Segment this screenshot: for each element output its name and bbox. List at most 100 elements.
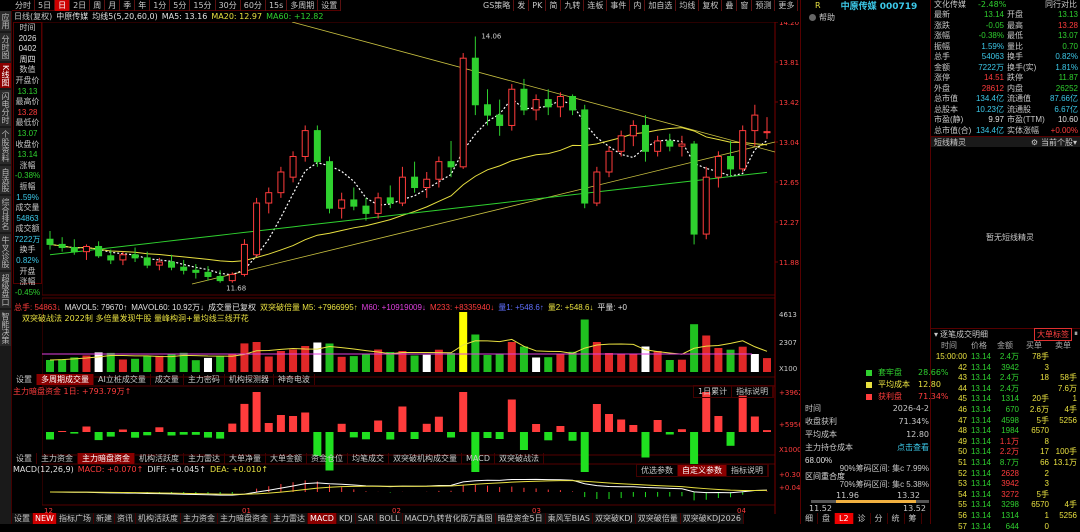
tool-13[interactable]: 预测 bbox=[752, 0, 775, 11]
chevron-down-icon[interactable]: ▾ bbox=[1073, 138, 1077, 147]
volume-tab[interactable]: 神奇电波 bbox=[274, 374, 315, 385]
pause-icon[interactable]: ⏸ bbox=[1074, 329, 1078, 339]
tool-11[interactable]: 叠 bbox=[722, 0, 737, 11]
candle[interactable] bbox=[181, 267, 187, 270]
candle[interactable] bbox=[217, 276, 223, 280]
period-3[interactable]: 2日 bbox=[70, 0, 90, 11]
candle[interactable] bbox=[205, 272, 211, 276]
candle[interactable] bbox=[375, 198, 381, 214]
tool-3[interactable]: 简 bbox=[546, 0, 561, 11]
chip-tab[interactable]: 分 bbox=[871, 513, 888, 524]
candle[interactable] bbox=[193, 270, 199, 272]
indicator-tab[interactable]: MACD bbox=[308, 513, 337, 524]
volume-tab[interactable]: 设置 bbox=[12, 374, 37, 385]
candle[interactable] bbox=[241, 244, 247, 274]
candle[interactable] bbox=[521, 89, 527, 110]
new-badge[interactable]: NEW bbox=[33, 513, 57, 524]
indicator-tab[interactable]: 主力资金 bbox=[181, 513, 218, 524]
fund-tab[interactable]: 主力暗盘资金 bbox=[78, 453, 135, 464]
period-14[interactable]: 多周期 bbox=[287, 0, 318, 11]
candle[interactable] bbox=[83, 246, 89, 251]
indicator-tab[interactable]: 设置 bbox=[12, 513, 33, 524]
period-5[interactable]: 月 bbox=[105, 0, 120, 11]
tool-4[interactable]: 九转 bbox=[561, 0, 584, 11]
sidebar-item-8[interactable]: 超级盘口 bbox=[0, 272, 11, 308]
tool-12[interactable]: 窗 bbox=[737, 0, 752, 11]
candle[interactable] bbox=[703, 177, 709, 234]
indicator-tab[interactable]: 机构活跃度 bbox=[136, 513, 181, 524]
indicator-tab[interactable]: 双突破KDJ2026 bbox=[681, 513, 744, 524]
indicator-tab[interactable]: 主力雷达 bbox=[271, 513, 308, 524]
sidebar-item-5[interactable]: 自选股 bbox=[0, 166, 11, 194]
candle[interactable] bbox=[497, 115, 503, 125]
candle[interactable] bbox=[618, 136, 624, 152]
fund-tab[interactable]: 资金仓位 bbox=[307, 453, 348, 464]
tool-8[interactable]: 加自选 bbox=[645, 0, 676, 11]
indicator-tab[interactable]: 指标广场 bbox=[57, 513, 94, 524]
tool-7[interactable]: 内 bbox=[630, 0, 645, 11]
candle[interactable] bbox=[533, 100, 539, 110]
candle[interactable] bbox=[96, 246, 102, 255]
candle[interactable] bbox=[254, 203, 260, 255]
period-9[interactable]: 5分 bbox=[170, 0, 190, 11]
sidebar-item-7[interactable]: 牛叉诊股 bbox=[0, 234, 11, 270]
chip-tab[interactable]: 筹 bbox=[905, 513, 922, 524]
period-11[interactable]: 30分 bbox=[216, 0, 241, 11]
indicator-tab[interactable]: 新建 bbox=[94, 513, 115, 524]
period-8[interactable]: 1分 bbox=[150, 0, 170, 11]
candle[interactable] bbox=[448, 162, 454, 167]
fund-explain-button[interactable]: 指标说明 bbox=[732, 386, 773, 397]
indicator-tab[interactable]: 主力暗盘资金 bbox=[218, 513, 271, 524]
indicator-tab[interactable]: 暗盘资金5日 bbox=[496, 513, 546, 524]
candle[interactable] bbox=[144, 258, 150, 265]
indicator-tab[interactable]: KDJ bbox=[337, 513, 356, 524]
current-stock-select[interactable]: 当前个股 bbox=[1041, 137, 1073, 148]
candle[interactable] bbox=[752, 115, 758, 131]
indicator-tab[interactable]: 乘风军BIAS bbox=[546, 513, 593, 524]
ma-def[interactable]: 均线5(5,20,60,0) bbox=[92, 11, 158, 22]
sidebar-item-9[interactable]: 智能决策 bbox=[0, 310, 11, 346]
period-4[interactable]: 周 bbox=[90, 0, 105, 11]
candle[interactable] bbox=[667, 141, 673, 146]
fund-tab[interactable]: 机构活跃度 bbox=[135, 453, 184, 464]
indicator-tab[interactable]: BOLL bbox=[377, 513, 403, 524]
period-10[interactable]: 15分 bbox=[190, 0, 215, 11]
candle[interactable] bbox=[472, 58, 478, 105]
indicator-tab[interactable]: 资讯 bbox=[115, 513, 136, 524]
candle[interactable] bbox=[630, 125, 636, 135]
chip-tab[interactable]: 诊 bbox=[854, 513, 871, 524]
period-12[interactable]: 60分 bbox=[241, 0, 266, 11]
chevron-down-icon[interactable]: ▾ bbox=[934, 330, 938, 339]
macd-button[interactable]: 自定义参数 bbox=[678, 465, 727, 476]
tool-1[interactable]: 发 bbox=[514, 0, 529, 11]
candle[interactable] bbox=[740, 131, 746, 169]
indicator-tab[interactable]: 双突破KDJ bbox=[593, 513, 636, 524]
candle[interactable] bbox=[363, 206, 369, 213]
chip-row-value[interactable]: 点击查看 bbox=[897, 441, 929, 454]
big-order-button[interactable]: 大单标签 bbox=[1034, 328, 1072, 341]
candle[interactable] bbox=[412, 177, 418, 187]
volume-tab[interactable]: 成交量 bbox=[151, 374, 184, 385]
fund-tab[interactable]: 大单净量 bbox=[225, 453, 266, 464]
candle[interactable] bbox=[120, 255, 126, 260]
period-15[interactable]: 设置 bbox=[318, 0, 341, 11]
candle[interactable] bbox=[351, 200, 357, 206]
compare-button[interactable]: 同行对比 bbox=[1045, 0, 1077, 10]
fund-tab[interactable]: 均笔成交 bbox=[348, 453, 389, 464]
candle[interactable] bbox=[728, 156, 734, 168]
candle[interactable] bbox=[582, 110, 588, 203]
tool-10[interactable]: 复权 bbox=[699, 0, 722, 11]
chip-tab[interactable]: 统 bbox=[888, 513, 905, 524]
candle[interactable] bbox=[108, 256, 114, 260]
candle[interactable] bbox=[399, 177, 405, 203]
fund-tab[interactable]: MACD bbox=[462, 453, 495, 464]
candle[interactable] bbox=[655, 141, 661, 151]
sidebar-item-3[interactable]: 闪电分时 bbox=[0, 90, 11, 126]
period-13[interactable]: 15s bbox=[266, 0, 287, 11]
period-2[interactable]: 日 bbox=[55, 0, 70, 11]
indicator-tab[interactable]: 双突破倍量 bbox=[636, 513, 681, 524]
candle[interactable] bbox=[509, 89, 515, 125]
fund-tab[interactable]: 双突破机构成交量 bbox=[389, 453, 462, 464]
candle[interactable] bbox=[715, 156, 721, 177]
period-0[interactable]: 分时 bbox=[12, 0, 35, 11]
